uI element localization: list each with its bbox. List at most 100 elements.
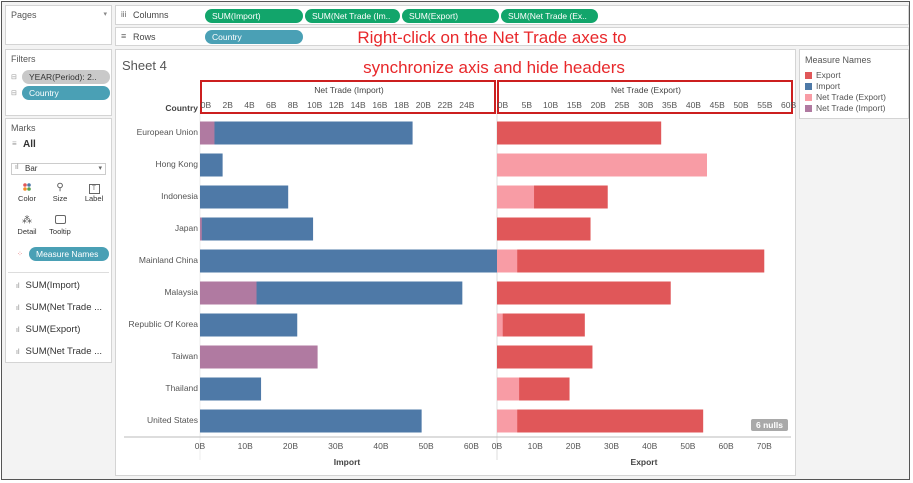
bar-export-european-union [497,121,662,145]
detail-card-label: Detail [17,227,37,236]
pages-title: Pages [11,10,37,20]
bar-export-japan [497,217,591,241]
legend-title: Measure Names [805,55,872,65]
bar-net-trade-export--indonesia [497,185,535,209]
legend-label: Export [816,70,841,80]
legend-item-net-trade-import[interactable]: Net Trade (Import) [805,103,885,113]
marks-divider [8,272,109,273]
color-card[interactable]: Color [14,182,40,203]
legend-swatch [805,83,812,90]
chevron-down-icon: ▾ [98,165,102,172]
annotation-line-1: Right-click on the Net Trade axes to [357,28,627,47]
mark-type-label: Bar [25,164,38,173]
rows-label: Rows [133,32,156,42]
bar-import-malaysia [200,281,463,305]
bar-net-trade-import--european-union [200,121,215,145]
columns-pill-net-trade-export[interactable]: SUM(Net Trade (Ex.. [501,9,598,23]
tooltip-card[interactable]: Tooltip [47,215,73,236]
label-card[interactable]: T Label [81,182,107,203]
columns-shelf[interactable]: iii Columns SUM(Import) SUM(Net Trade (I… [115,5,909,25]
bar-chart-icon: ıl [16,349,20,356]
bar-export-mainland-china [497,249,765,273]
legend-swatch [805,94,812,101]
bar-import-thailand [200,377,262,401]
bar-import-mainland-china [200,249,499,273]
legend-item-import[interactable]: Import [805,81,840,91]
filter-pill-country[interactable]: Country [22,86,110,100]
marks-field-import[interactable]: ıl SUM(Import) [16,280,80,291]
marks-panel: Marks ≡ All ıl Bar ▾ Color ⚲ Size T Labe… [5,118,112,363]
rows-shelf[interactable]: ≡ Rows Country [115,27,909,46]
bar-chart-icon: ıl [16,283,20,290]
bar-import-indonesia [200,185,289,209]
bar-import-european-union [200,121,413,145]
pages-panel[interactable]: Pages ▾ [5,5,112,45]
label-icon: T [81,182,107,194]
bar-import-republic-of-korea [200,313,298,337]
sheet-view[interactable]: Sheet 4 Country European Union Hong Kong In… [115,49,796,476]
columns-pill-net-trade-import[interactable]: SUM(Net Trade (Im.. [305,9,400,23]
rows-pill-country[interactable]: Country [205,30,303,44]
bar-net-trade-import--taiwan [200,345,318,369]
size-card[interactable]: ⚲ Size [47,182,73,203]
filters-title: Filters [11,54,36,64]
legend-item-net-trade-export[interactable]: Net Trade (Export) [805,92,886,102]
legend-swatch [805,105,812,112]
filters-panel: Filters ⊟ YEAR(Period): 2.. ⊟ Country [5,49,112,116]
bar-net-trade-export--united-states [497,409,518,433]
bar-export-republic-of-korea [497,313,585,337]
marks-all-label[interactable]: All [23,139,36,150]
bar-chart-icon: ıl [16,305,20,312]
legend-label: Net Trade (Import) [816,103,886,113]
marks-field-net-trade-import[interactable]: ıl SUM(Net Trade ... [16,302,102,313]
marks-field-net-trade-export[interactable]: ıl SUM(Net Trade ... [16,346,102,357]
measure-names-pill[interactable]: Measure Names [29,247,109,261]
legend-swatch [805,72,812,79]
legend-item-export[interactable]: Export [805,70,841,80]
annotation-line-2: synchronize axis and hide headers [363,58,625,77]
all-expand-icon[interactable]: ≡ [12,139,17,148]
columns-pill-import[interactable]: SUM(Import) [205,9,303,23]
bar-net-trade-import--japan [200,217,202,241]
bar-net-trade-import--malaysia [200,281,257,305]
mark-type-dropdown[interactable]: ıl Bar ▾ [11,163,106,175]
measure-names-color-icon: ⁘ [17,251,23,258]
nulls-badge[interactable]: 6 nulls [751,419,788,431]
filter-expand-icon[interactable]: ⊟ [11,90,17,97]
bar-chart-icon: ıl [16,327,20,334]
filter-pill-year[interactable]: YEAR(Period): 2.. [22,70,110,84]
bar-net-trade-export--mainland-china [497,249,518,273]
marks-field-label: SUM(Net Trade ... [25,302,103,313]
detail-card[interactable]: ⁂ Detail [14,215,40,236]
color-icon [14,182,40,194]
bar-export-taiwan [497,345,593,369]
bar-net-trade-export--republic-of-korea [497,313,503,337]
legend-label: Import [816,81,841,91]
chevron-down-icon[interactable]: ▾ [103,11,107,18]
label-card-label: Label [84,194,104,203]
marks-field-label: SUM(Net Trade ... [25,346,103,357]
columns-icon: iii [121,10,127,19]
bar-net-trade-export--thailand [497,377,520,401]
detail-icon: ⁂ [22,215,32,226]
marks-field-export[interactable]: ıl SUM(Export) [16,324,80,335]
bar-import-japan [200,217,314,241]
bar-import-united-states [200,409,422,433]
color-card-label: Color [18,194,36,203]
filter-expand-icon[interactable]: ⊟ [11,74,17,81]
bar-net-trade-export--hong-kong [497,153,707,177]
columns-label: Columns [133,10,169,20]
bar-export-malaysia [497,281,671,305]
marks-title: Marks [11,123,36,133]
bar-import-hong-kong [200,153,223,177]
bar-export-united-states [497,409,704,433]
legend-label: Net Trade (Export) [816,92,886,102]
size-card-label: Size [52,194,68,203]
trade-chart[interactable] [116,50,795,475]
measure-names-legend: Measure Names Export Import Net Trade (E… [799,49,909,119]
bar-chart-icon: ıl [15,164,19,171]
size-icon: ⚲ [56,182,64,193]
tooltip-icon [47,215,73,227]
columns-pill-export[interactable]: SUM(Export) [402,9,499,23]
